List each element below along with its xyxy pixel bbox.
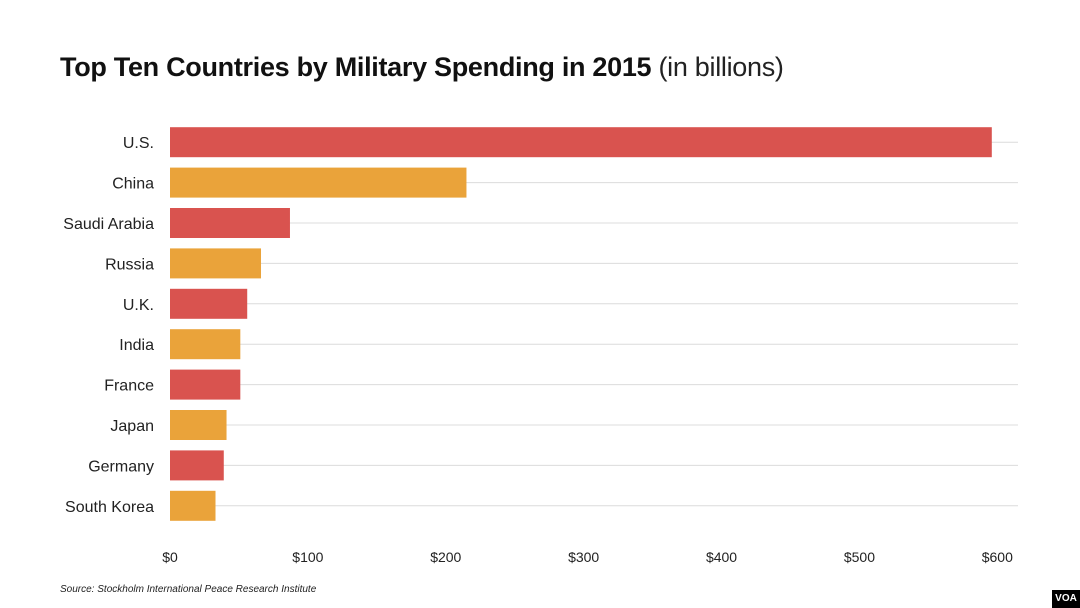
bar-russia (170, 248, 262, 279)
category-label: Russia (105, 256, 154, 273)
category-label: Japan (110, 418, 154, 435)
x-tick-label: $600 (982, 549, 1013, 565)
source-note: Source: Stockholm International Peace Re… (60, 584, 317, 595)
x-tick-label: $0 (162, 549, 178, 565)
category-label: France (104, 378, 154, 395)
x-tick-label: $300 (568, 549, 599, 565)
bar-india (170, 329, 241, 360)
chart-title: Top Ten Countries by Military Spending i… (60, 52, 784, 83)
chart-title-main: Top Ten Countries by Military Spending i… (60, 52, 652, 82)
bar-france (170, 369, 241, 400)
category-label: Saudi Arabia (63, 216, 154, 233)
bar-germany (170, 450, 224, 481)
category-label: India (119, 337, 154, 354)
category-label: Germany (88, 458, 154, 475)
category-label: U.K. (123, 297, 154, 314)
x-tick-label: $400 (706, 549, 737, 565)
bar-u-s (170, 127, 992, 158)
bar-u-k (170, 288, 248, 319)
voa-logo: VOA (1052, 590, 1080, 608)
category-label: U.S. (123, 135, 154, 152)
category-label: China (112, 176, 154, 193)
bar-japan (170, 410, 227, 440)
category-label: South Korea (65, 499, 154, 516)
bar-saudi-arabia (170, 208, 290, 238)
chart-subtitle: (in billions) (658, 52, 784, 82)
x-tick-label: $200 (430, 549, 461, 565)
bar-south-korea (170, 490, 216, 521)
x-tick-label: $100 (292, 549, 323, 565)
x-tick-label: $500 (844, 549, 875, 565)
bar-china (170, 167, 467, 198)
